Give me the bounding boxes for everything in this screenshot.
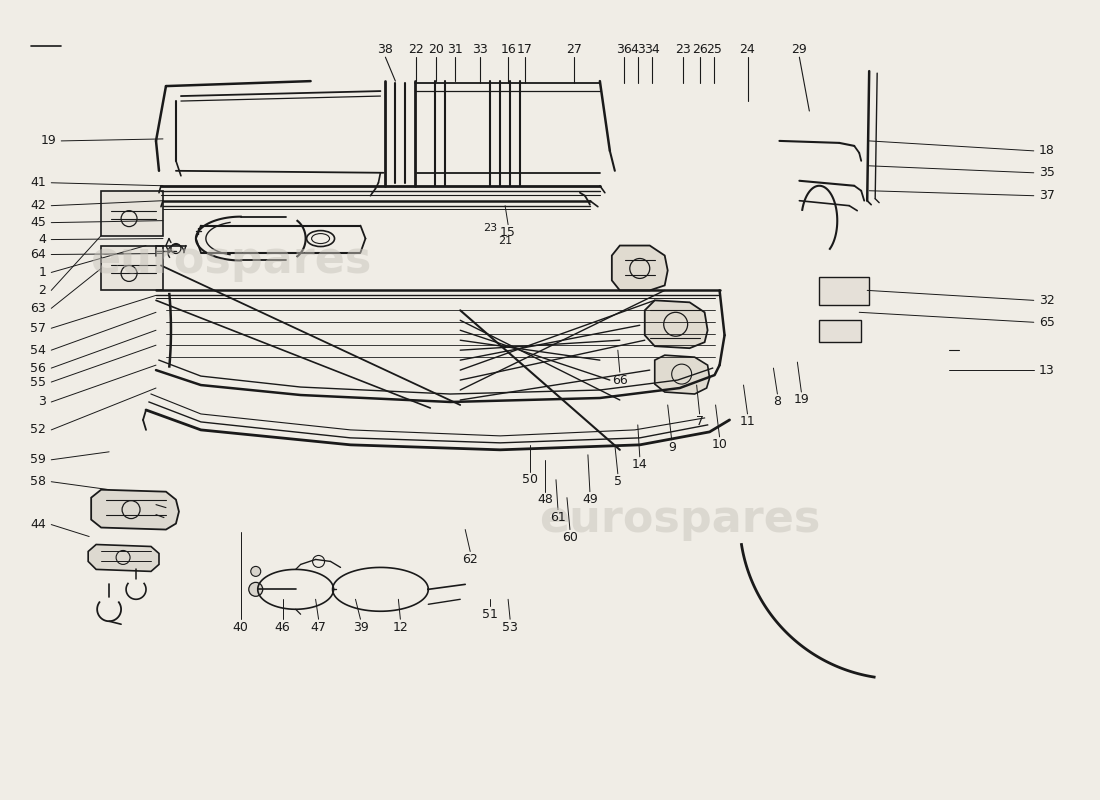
Text: 26: 26 bbox=[692, 42, 707, 56]
Text: 22: 22 bbox=[408, 42, 425, 56]
Text: 16: 16 bbox=[500, 42, 516, 56]
Text: 64: 64 bbox=[31, 248, 46, 261]
Text: 18: 18 bbox=[1038, 144, 1055, 158]
Text: 34: 34 bbox=[644, 42, 660, 56]
Text: 43: 43 bbox=[630, 42, 646, 56]
Text: 10: 10 bbox=[712, 438, 727, 451]
Text: 42: 42 bbox=[31, 199, 46, 212]
Circle shape bbox=[249, 582, 263, 596]
Text: 35: 35 bbox=[1038, 166, 1055, 179]
Polygon shape bbox=[654, 355, 710, 394]
Text: 23: 23 bbox=[483, 222, 497, 233]
Polygon shape bbox=[612, 246, 668, 290]
Text: 2: 2 bbox=[39, 284, 46, 297]
Text: 50: 50 bbox=[522, 474, 538, 486]
Polygon shape bbox=[88, 545, 160, 571]
Text: 48: 48 bbox=[537, 493, 553, 506]
Text: 59: 59 bbox=[31, 454, 46, 466]
FancyBboxPatch shape bbox=[101, 190, 163, 235]
Text: 49: 49 bbox=[582, 493, 597, 506]
Text: 65: 65 bbox=[1038, 316, 1055, 329]
Text: 47: 47 bbox=[310, 621, 327, 634]
Text: 24: 24 bbox=[739, 42, 756, 56]
Text: 29: 29 bbox=[792, 42, 807, 56]
Text: 53: 53 bbox=[503, 621, 518, 634]
Text: 1: 1 bbox=[39, 266, 46, 279]
Text: 9: 9 bbox=[668, 442, 675, 454]
Text: 36: 36 bbox=[616, 42, 631, 56]
Text: 14: 14 bbox=[631, 458, 648, 471]
Text: 31: 31 bbox=[448, 42, 463, 56]
Text: 19: 19 bbox=[793, 394, 810, 406]
Text: 41: 41 bbox=[31, 176, 46, 190]
FancyBboxPatch shape bbox=[820, 278, 869, 306]
FancyBboxPatch shape bbox=[820, 320, 861, 342]
Text: 17: 17 bbox=[517, 42, 534, 56]
Text: 60: 60 bbox=[562, 531, 578, 544]
Text: 3: 3 bbox=[39, 395, 46, 409]
Polygon shape bbox=[645, 300, 707, 348]
Text: 7: 7 bbox=[695, 415, 704, 429]
Text: 25: 25 bbox=[705, 42, 722, 56]
Text: 13: 13 bbox=[1038, 364, 1055, 377]
Text: 61: 61 bbox=[550, 511, 565, 524]
Text: 4: 4 bbox=[39, 233, 46, 246]
Text: 63: 63 bbox=[31, 302, 46, 315]
FancyBboxPatch shape bbox=[101, 246, 163, 290]
Text: 39: 39 bbox=[353, 621, 369, 634]
Text: 32: 32 bbox=[1038, 294, 1055, 307]
Text: 27: 27 bbox=[566, 42, 582, 56]
Text: 15: 15 bbox=[500, 226, 516, 239]
Text: 51: 51 bbox=[482, 608, 498, 621]
Text: 58: 58 bbox=[31, 475, 46, 488]
Text: 57: 57 bbox=[31, 322, 46, 334]
Polygon shape bbox=[91, 490, 179, 530]
Text: 45: 45 bbox=[31, 216, 46, 229]
Text: 44: 44 bbox=[31, 518, 46, 531]
Text: 20: 20 bbox=[428, 42, 444, 56]
Text: 12: 12 bbox=[393, 621, 408, 634]
Text: 62: 62 bbox=[462, 553, 478, 566]
Text: 40: 40 bbox=[233, 621, 249, 634]
Text: 56: 56 bbox=[31, 362, 46, 374]
Text: 38: 38 bbox=[377, 42, 394, 56]
Text: 23: 23 bbox=[674, 42, 691, 56]
Text: 5: 5 bbox=[614, 475, 622, 488]
Text: 33: 33 bbox=[472, 42, 488, 56]
Text: 46: 46 bbox=[275, 621, 290, 634]
Text: 21: 21 bbox=[498, 235, 513, 246]
Text: 66: 66 bbox=[612, 374, 628, 386]
Text: 11: 11 bbox=[739, 415, 756, 429]
Text: 55: 55 bbox=[31, 375, 46, 389]
Text: 8: 8 bbox=[773, 395, 781, 409]
Circle shape bbox=[251, 566, 261, 576]
Text: eurospares: eurospares bbox=[90, 239, 372, 282]
Text: 37: 37 bbox=[1038, 190, 1055, 202]
Text: eurospares: eurospares bbox=[539, 498, 821, 541]
Text: 54: 54 bbox=[31, 344, 46, 357]
Text: 52: 52 bbox=[31, 423, 46, 436]
Text: 19: 19 bbox=[41, 134, 56, 147]
